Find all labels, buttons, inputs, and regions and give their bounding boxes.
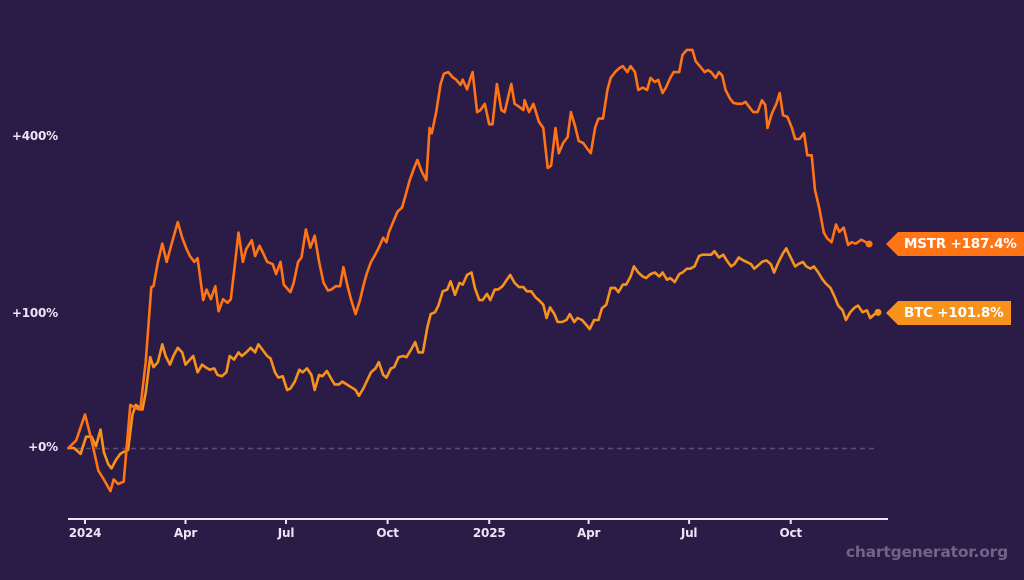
x-tick-label: Jul bbox=[277, 526, 295, 540]
mstr-end-marker bbox=[865, 240, 873, 248]
btc-value-label: BTC +101.8% bbox=[885, 301, 1012, 325]
y-tick-100: +100% bbox=[11, 306, 58, 320]
x-tick-label: Jul bbox=[680, 526, 698, 540]
y-tick-400: +400% bbox=[11, 129, 58, 143]
watermark: chartgenerator.org bbox=[845, 543, 1008, 561]
mstr-value-label: MSTR +187.4% bbox=[886, 232, 1024, 256]
y-tick-0: +0% bbox=[28, 440, 58, 454]
x-tick-label: Apr bbox=[173, 526, 198, 540]
x-tick-label: Oct bbox=[779, 526, 802, 540]
x-tick-label: Apr bbox=[576, 526, 601, 540]
x-tick-label: Oct bbox=[376, 526, 399, 540]
btc-end-marker bbox=[874, 308, 882, 316]
x-tick-label: 2025 bbox=[472, 526, 506, 540]
mstr-line bbox=[67, 48, 871, 493]
x-tick-label: 2024 bbox=[68, 526, 102, 540]
btc-line bbox=[67, 247, 880, 470]
x-axis bbox=[68, 518, 888, 524]
